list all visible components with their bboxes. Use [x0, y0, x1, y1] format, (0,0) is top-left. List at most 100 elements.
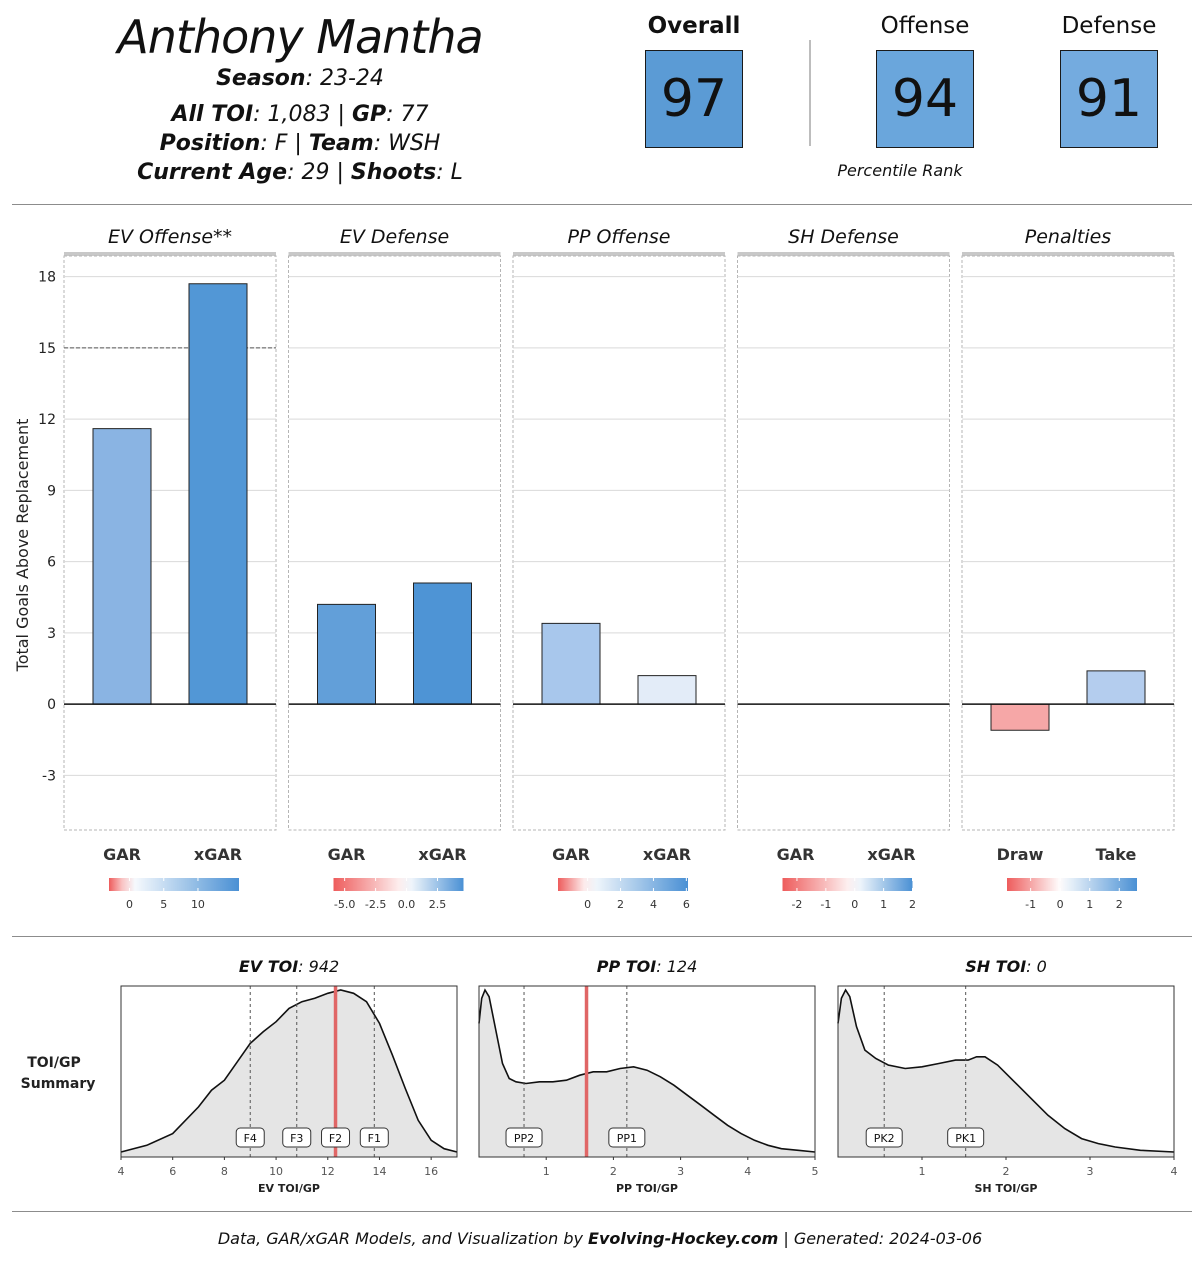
bar-gar: [317, 603, 376, 705]
bar-gar: [541, 622, 601, 705]
panel-title: EV Defense: [340, 226, 449, 248]
panel-strip: [513, 252, 725, 256]
bar-xgar: [637, 675, 697, 705]
color-legend-bar: [1007, 878, 1137, 891]
marker-label: F4: [244, 1132, 257, 1145]
x-tick-label: 5: [812, 1165, 819, 1178]
x-tick-label: 4: [744, 1165, 751, 1178]
y-tick-label: 18: [38, 270, 56, 286]
y-tick-label: -3: [42, 768, 56, 784]
panel-title: SH Defense: [788, 226, 899, 248]
x-tick-label: Take: [1096, 845, 1137, 864]
x-tick-label: xGAR: [418, 845, 466, 864]
x-tick-label: 12: [321, 1165, 335, 1178]
row-label: TOI/GP: [27, 1055, 81, 1071]
defense-label: Defense: [1061, 13, 1157, 39]
season-line: Season: 23-24: [60, 66, 540, 91]
position-value: : F |: [260, 131, 309, 156]
color-legend-bar: [558, 878, 688, 891]
legend-tick-label: 2: [617, 898, 624, 911]
x-tick-label: GAR: [552, 845, 590, 864]
x-tick-label: GAR: [777, 845, 815, 864]
gar-panel-1: EV Defense GAR xGAR -5.0 -2.5 0.0 2.5: [288, 226, 501, 911]
panel-strip: [737, 252, 950, 256]
bar-gar: [92, 428, 152, 705]
toi-panel-1: PP TOI: 124 PP2 PP1 1 2 3 4 5 PP TOI/GP: [478, 957, 819, 1195]
legend-tick-label: 2: [909, 898, 916, 911]
marker-label: PP2: [514, 1132, 534, 1145]
position-label: Position: [159, 131, 261, 156]
team-value: : WSH: [373, 131, 441, 156]
legend-tick-label: 2.5: [429, 898, 447, 911]
density-area: [121, 990, 457, 1157]
footer-suffix: | Generated: 2024-03-06: [778, 1229, 983, 1248]
y-tick-label: 9: [47, 483, 56, 499]
panel-title: EV Offense**: [108, 226, 232, 248]
bar-take: [1086, 670, 1146, 705]
color-legend-bar: [333, 878, 464, 891]
legend-tick-label: -2.5: [365, 898, 386, 911]
panel-strip: [64, 252, 276, 256]
x-tick-label: xGAR: [867, 845, 915, 864]
shoots-label: Shoots: [350, 160, 437, 185]
x-axis-label: PP TOI/GP: [616, 1182, 678, 1195]
gar-panel-4: Penalties Draw Take -1 0 1 2: [961, 226, 1175, 911]
legend-tick-label: 5: [160, 898, 167, 911]
toi-panel-title: SH TOI: 0: [965, 957, 1047, 976]
season-label: Season: [216, 66, 306, 91]
toi-panel-title: PP TOI: 124: [597, 957, 698, 976]
marker-label: PP1: [617, 1132, 637, 1145]
marker-label: F1: [368, 1132, 381, 1145]
gar-panel-2: PP Offense GAR xGAR 0 2 4 6: [512, 226, 726, 911]
density-line: [837, 988, 1175, 1153]
marker-label-box: [947, 1127, 985, 1148]
toi-label: All TOI: [171, 102, 254, 127]
x-axis-label: EV TOI/GP: [258, 1182, 320, 1195]
bar-xgar: [413, 582, 472, 705]
age-value: : 29 |: [287, 160, 351, 185]
chart-divider: [12, 936, 1192, 937]
offense-score-box: 94: [876, 50, 974, 148]
panel-frame: [478, 985, 816, 1158]
marker-label-box: [865, 1127, 903, 1148]
bar-draw: [990, 703, 1050, 731]
row-label: Summary: [21, 1076, 96, 1092]
player-name: Anthony Mantha: [117, 10, 483, 64]
age-line: Current Age: 29 | Shoots: L: [60, 160, 540, 185]
panel-title: Penalties: [1025, 226, 1112, 248]
overall-label: Overall: [647, 13, 741, 39]
marker-label-box: [321, 1127, 351, 1148]
x-tick-label: 1: [919, 1165, 926, 1178]
y-axis-label: Total Goals Above Replacement: [13, 419, 32, 673]
marker-label-box: [359, 1127, 389, 1148]
team-label: Team: [308, 131, 374, 156]
marker-label-box: [608, 1127, 646, 1148]
legend-tick-label: 0: [851, 898, 858, 911]
panel-border: [63, 255, 277, 831]
score-divider: [809, 40, 811, 146]
legend-tick-label: -5.0: [334, 898, 355, 911]
density-line: [120, 989, 458, 1153]
shoots-value: : L: [436, 160, 463, 185]
overall-score-box: 97: [645, 50, 743, 148]
x-tick-label: xGAR: [194, 845, 242, 864]
position-line: Position: F | Team: WSH: [60, 131, 540, 156]
toi-panel-2: SH TOI: 0 PK2 PK1 1 2 3 4 SH TOI/GP: [837, 957, 1178, 1195]
x-tick-label: Draw: [997, 845, 1044, 864]
y-tick-label: 6: [47, 555, 56, 571]
legend-tick-label: 1: [880, 898, 887, 911]
footer-prefix: Data, GAR/xGAR Models, and Visualization…: [217, 1229, 589, 1248]
legend-tick-label: 10: [191, 898, 205, 911]
legend-tick-label: -2: [791, 898, 802, 911]
color-legend-bar: [109, 878, 239, 891]
bar-xgar: [188, 283, 248, 705]
marker-label-box: [282, 1127, 312, 1148]
toi-panel-0: EV TOI: 942 F4 F3 F2 F1 4 6 8 10 12 14 16 EV TOI/GP: [118, 957, 458, 1195]
gar-bar-chart: Total Goals Above Replacement-3036912151…: [13, 226, 1175, 911]
marker-label: F2: [329, 1132, 342, 1145]
panel-strip: [288, 252, 501, 256]
y-tick-label: 3: [47, 626, 56, 642]
panel-border: [288, 255, 501, 831]
footer-credits: Data, GAR/xGAR Models, and Visualization…: [0, 1229, 1200, 1248]
